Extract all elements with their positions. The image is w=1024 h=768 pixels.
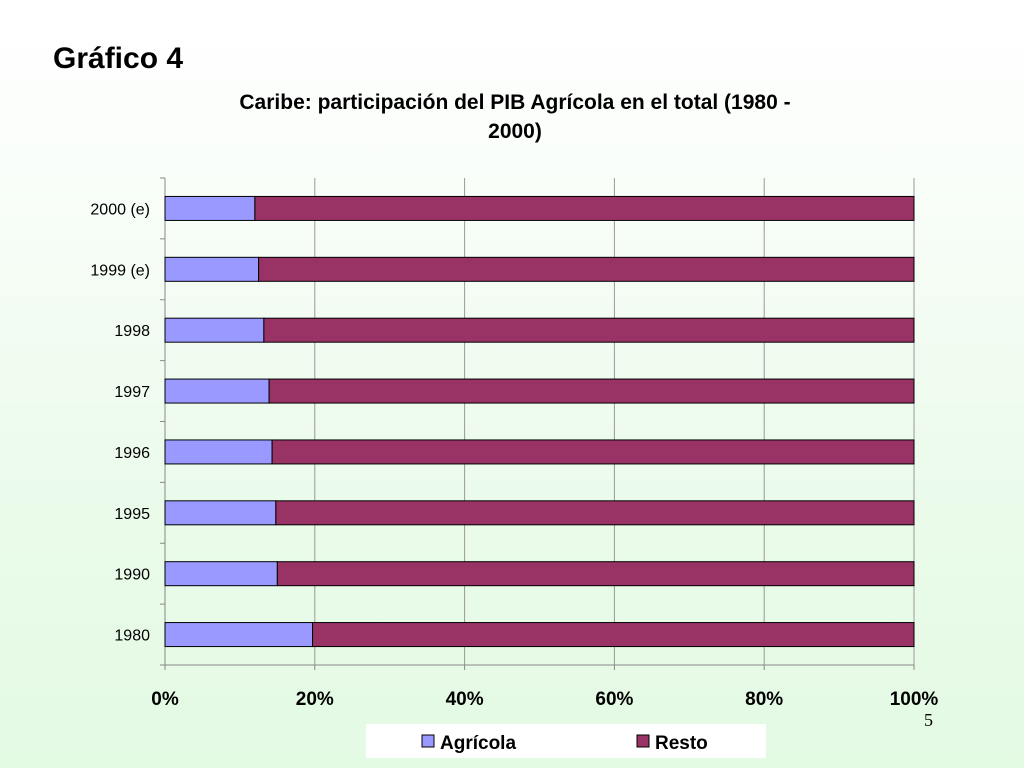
category-label: 1999 (e) — [90, 262, 150, 279]
category-label: 1980 — [114, 628, 150, 645]
legend-swatch-agricola — [421, 734, 435, 748]
bar-agricola-7 — [164, 622, 314, 648]
chart-title-line-1: Caribe: participación del PIB Agrícola e… — [239, 91, 790, 114]
chart-legend: Agrícola Resto — [366, 724, 766, 758]
x-tick-label: 40% — [446, 689, 484, 710]
bar-resto-1 — [258, 256, 915, 282]
bar-resto-3 — [268, 378, 915, 404]
chart-axes — [160, 177, 915, 670]
bar-resto-0 — [254, 195, 915, 221]
x-tick-label: 80% — [745, 689, 783, 710]
chart-grid — [314, 178, 915, 665]
category-label: 1995 — [114, 506, 150, 523]
chart-bars — [164, 195, 915, 648]
bar-resto-5 — [275, 500, 915, 526]
x-tick-label: 100% — [890, 689, 939, 710]
bar-agricola-1 — [164, 256, 260, 282]
bar-agricola-5 — [164, 500, 277, 526]
category-label: 1997 — [114, 384, 150, 401]
category-label: 2000 (e) — [90, 201, 150, 218]
x-tick-label: 0% — [151, 689, 179, 710]
bar-agricola-4 — [164, 439, 273, 465]
x-tick-label: 20% — [296, 689, 334, 710]
x-tick-labels: 0% 20% 40% 60% 80% 100% — [151, 689, 938, 710]
bar-resto-6 — [276, 561, 915, 587]
category-label: 1990 — [114, 567, 150, 584]
slide-title: Gráfico 4 — [53, 42, 184, 75]
bar-agricola-2 — [164, 317, 265, 343]
category-labels: 2000 (e) 1999 (e) 1998 1997 1996 1995 1990 1980 — [90, 201, 150, 644]
bar-agricola-0 — [164, 195, 256, 221]
bar-resto-7 — [312, 622, 915, 648]
x-tick-label: 60% — [595, 689, 633, 710]
bar-agricola-6 — [164, 561, 278, 587]
chart-title-line-2: 2000) — [488, 120, 542, 143]
page-number: 5 — [924, 710, 933, 730]
legend-label-agricola: Agrícola — [440, 733, 516, 754]
category-label: 1998 — [114, 323, 150, 340]
bar-agricola-3 — [164, 378, 270, 404]
legend-label-resto: Resto — [655, 733, 708, 754]
bar-resto-4 — [271, 439, 915, 465]
legend-swatch-resto — [636, 734, 650, 748]
bar-resto-2 — [263, 317, 915, 343]
category-label: 1996 — [114, 445, 150, 462]
